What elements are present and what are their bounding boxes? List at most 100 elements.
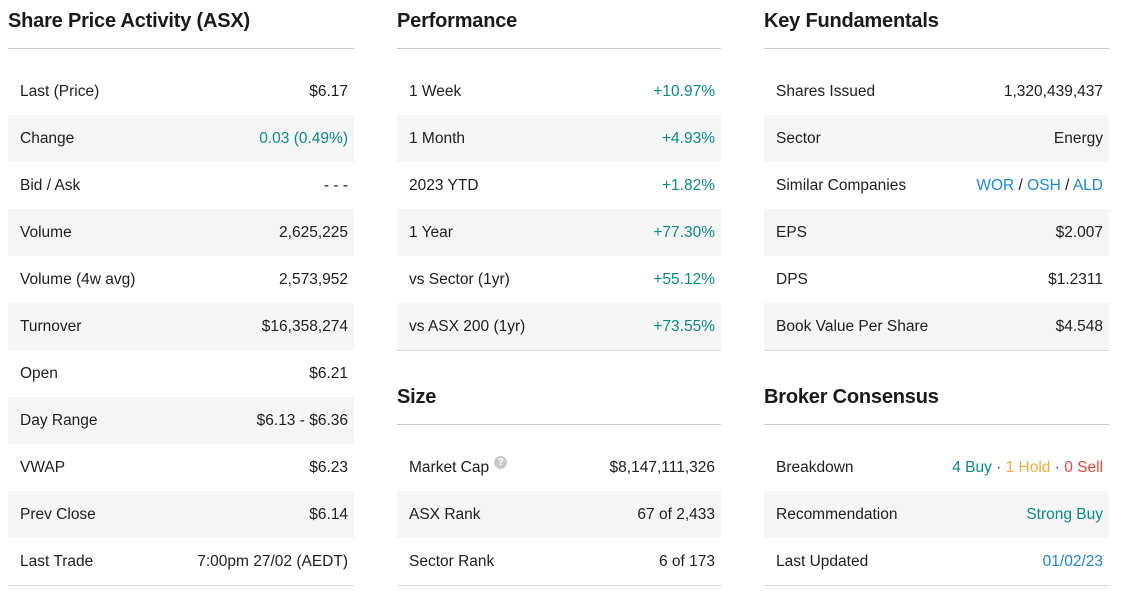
row-market-cap: Market Cap? $8,147,111,326 [397,444,721,491]
row-label-text: Prev Close [20,505,96,523]
row-prev-close: Prev Close $6.14 [8,491,354,538]
section-title-performance: Performance [397,10,721,49]
value-link-wor[interactable]: WOR [976,176,1015,194]
row-value-text: +1.82% [661,176,715,194]
row-value-text: +10.97% [653,82,715,100]
row-label: Sector [776,130,821,148]
row-label-text: Sector Rank [409,552,495,570]
row-label: 1 Year [409,224,453,242]
row-1-year: 1 Year +77.30% [397,209,721,256]
row-sector-rank: Sector Rank 6 of 173 [397,538,721,585]
table-size: Market Cap? $8,147,111,326 ASX Rank 67 of 2… [397,444,721,586]
row-value: 6 of 173 [659,553,715,571]
row-label: vs ASX 200 (1yr) [409,318,525,336]
section-title-key-fundamentals: Key Fundamentals [764,10,1109,49]
row-label: Prev Close [20,506,96,524]
row-label: Last Trade [20,553,93,571]
row-value: $1.2311 [1048,271,1103,289]
row-similar-companies: Similar Companies WOR / OSH / ALD [764,162,1109,209]
row-value: $6.14 [309,506,348,524]
row-label-text: Volume (4w avg) [20,270,136,288]
row-label-text: Change [20,129,75,147]
row-1-month: 1 Month +4.93% [397,115,721,162]
row-volume-4w-avg: Volume (4w avg) 2,573,952 [8,256,354,303]
row-value-text: $16,358,274 [261,317,348,335]
section-share-price-activity-asx: Share Price Activity (ASX) Last (Price) $6… [8,10,354,586]
row-label: Last Updated [776,553,868,571]
value-link-osh[interactable]: OSH [1027,176,1061,194]
row-label: vs Sector (1yr) [409,271,510,289]
row-value-text: $6.23 [309,458,348,476]
row-value: Strong Buy [1026,506,1103,524]
row-value-text: +73.55% [653,317,715,335]
row-label: Market Cap? [409,456,508,477]
row-value: +1.82% [662,177,715,195]
row-value-text: +55.12% [653,270,715,288]
row-label: Volume [20,224,72,242]
row-breakdown: Breakdown 4 Buy · 1 Hold · 0 Sell [764,444,1109,491]
row-last-trade: Last Trade 7:00pm 27/02 (AEDT) [8,538,354,585]
table-performance: 1 Week +10.97% 1 Month +4.93% 2023 YTD +1.82%… [397,68,721,351]
row-label-text: vs Sector (1yr) [409,270,510,288]
question-mark-icon[interactable]: ? [494,456,508,469]
row-day-range: Day Range $6.13 - $6.36 [8,397,354,444]
row-label-text: VWAP [20,458,66,476]
row-label: Sector Rank [409,553,494,571]
row-value: 2,573,952 [279,271,348,289]
table-broker-consensus: Breakdown 4 Buy · 1 Hold · 0 Sell Recommen… [764,444,1109,586]
table-share-price-activity-asx: Last (Price) $6.17 Change 0.03 (0.49%) Bid /… [8,68,354,586]
row-label-text: Last Updated [776,552,869,570]
row-value: +4.93% [662,130,715,148]
value-part: · [1050,458,1065,476]
section-title-share-price-activity-asx: Share Price Activity (ASX) [8,10,354,49]
row-value-text: $6.21 [309,364,348,382]
section-title-broker-consensus: Broker Consensus [764,386,1109,425]
row-value: 67 of 2,433 [637,506,715,524]
row-value-text: +4.93% [661,129,715,147]
row-value-text: $2.007 [1055,223,1103,241]
row-label: Day Range [20,412,98,430]
row-value: $6.23 [309,459,348,477]
table-key-fundamentals: Shares Issued 1,320,439,437 Sector Energy Si… [764,68,1109,351]
value-link-01-02-23[interactable]: 01/02/23 [1042,552,1103,570]
row-value: Energy [1054,130,1103,148]
row-label: Last (Price) [20,83,99,101]
row-change: Change 0.03 (0.49%) [8,115,354,162]
row-last-updated: Last Updated 01/02/23 [764,538,1109,585]
row-value: $16,358,274 [262,318,348,336]
row-label-text: Day Range [20,411,98,429]
row-value-text: - - - [323,176,348,194]
row-label: DPS [776,271,808,289]
row-label-text: 1 Month [409,129,466,147]
row-value: +55.12% [653,271,715,289]
value-link-ald[interactable]: ALD [1072,176,1103,194]
row-open: Open $6.21 [8,350,354,397]
row-value-text: $6.14 [309,505,348,523]
column-performance-and-size: Performance 1 Week +10.97% 1 Month +4.93% 202… [397,10,721,586]
row-label-text: Recommendation [776,505,898,523]
row-label: 2023 YTD [409,177,479,195]
row-vs-sector-1yr: vs Sector (1yr) +55.12% [397,256,721,303]
row-label: Shares Issued [776,83,875,101]
row-value-text: $6.17 [309,82,348,100]
row-value: - - - [324,177,348,195]
value-part: · [991,458,1006,476]
row-value: WOR / OSH / ALD [976,177,1103,195]
row-label: 1 Month [409,130,465,148]
row-value: $4.548 [1056,318,1103,336]
row-label-text: ASX Rank [409,505,481,523]
row-2023-ytd: 2023 YTD +1.82% [397,162,721,209]
row-recommendation: Recommendation Strong Buy [764,491,1109,538]
value-part: 0 Sell [1064,458,1103,476]
row-label-text: EPS [776,223,808,241]
row-value-text: $6.13 - $6.36 [256,411,348,429]
row-value-text: 2,625,225 [279,223,348,241]
section-broker-consensus: Broker Consensus Breakdown 4 Buy · 1 Hold … [764,386,1109,586]
row-label-text: Breakdown [776,458,854,476]
row-sector: Sector Energy [764,115,1109,162]
row-value: 7:00pm 27/02 (AEDT) [197,553,348,571]
row-value-text: +77.30% [653,223,715,241]
section-size: Size Market Cap? $8,147,111,326 ASX Rank 67 … [397,386,721,586]
row-1-week: 1 Week +10.97% [397,68,721,115]
